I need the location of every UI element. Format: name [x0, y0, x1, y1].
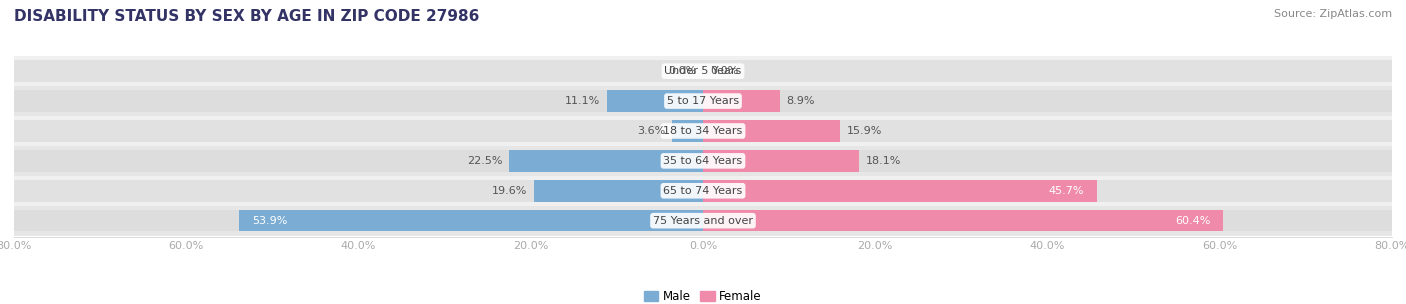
Bar: [703, 150, 859, 172]
Bar: [14, 146, 1392, 176]
Bar: [14, 180, 1392, 202]
Text: 3.6%: 3.6%: [637, 126, 665, 136]
Text: 18.1%: 18.1%: [866, 156, 901, 166]
Bar: [672, 120, 703, 142]
Text: 22.5%: 22.5%: [467, 156, 502, 166]
Text: 53.9%: 53.9%: [252, 216, 287, 226]
Legend: Male, Female: Male, Female: [640, 285, 766, 304]
Bar: [703, 210, 1223, 231]
Text: DISABILITY STATUS BY SEX BY AGE IN ZIP CODE 27986: DISABILITY STATUS BY SEX BY AGE IN ZIP C…: [14, 9, 479, 24]
Bar: [703, 180, 1097, 202]
Text: 75 Years and over: 75 Years and over: [652, 216, 754, 226]
Bar: [509, 150, 703, 172]
Bar: [14, 210, 1392, 231]
Bar: [703, 90, 780, 112]
Text: 65 to 74 Years: 65 to 74 Years: [664, 186, 742, 196]
Bar: [14, 56, 1392, 86]
Bar: [607, 90, 703, 112]
Bar: [14, 90, 1392, 112]
Bar: [14, 60, 1392, 82]
Text: 15.9%: 15.9%: [846, 126, 882, 136]
Text: 35 to 64 Years: 35 to 64 Years: [664, 156, 742, 166]
Text: 60.4%: 60.4%: [1175, 216, 1211, 226]
Bar: [14, 86, 1392, 116]
Text: 45.7%: 45.7%: [1047, 186, 1084, 196]
Text: 5 to 17 Years: 5 to 17 Years: [666, 96, 740, 106]
Text: 19.6%: 19.6%: [492, 186, 527, 196]
Bar: [14, 176, 1392, 206]
Bar: [534, 180, 703, 202]
Bar: [14, 150, 1392, 172]
Bar: [703, 120, 839, 142]
Bar: [14, 206, 1392, 236]
Bar: [239, 210, 703, 231]
Text: 8.9%: 8.9%: [786, 96, 815, 106]
Bar: [14, 120, 1392, 142]
Text: 18 to 34 Years: 18 to 34 Years: [664, 126, 742, 136]
Text: Source: ZipAtlas.com: Source: ZipAtlas.com: [1274, 9, 1392, 19]
Bar: [14, 116, 1392, 146]
Text: 11.1%: 11.1%: [565, 96, 600, 106]
Text: 0.0%: 0.0%: [710, 66, 738, 76]
Text: 0.0%: 0.0%: [668, 66, 696, 76]
Text: Under 5 Years: Under 5 Years: [665, 66, 741, 76]
